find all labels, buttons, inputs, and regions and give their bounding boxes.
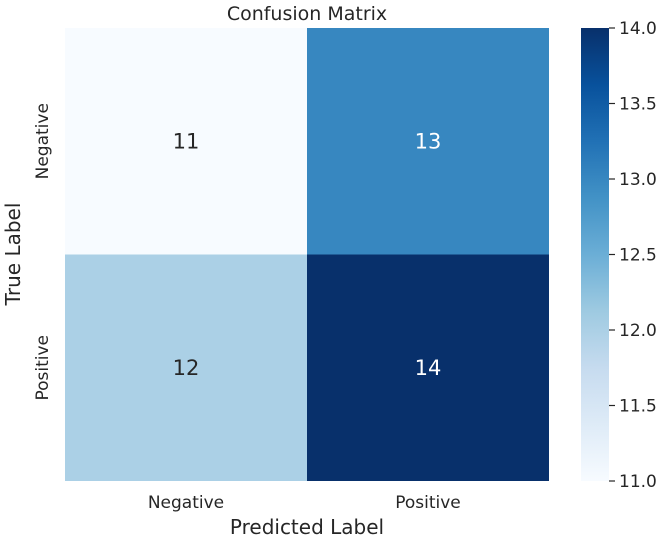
chart-title: Confusion Matrix: [227, 3, 387, 25]
heatmap-cell: [307, 28, 549, 255]
x-axis-label: Predicted Label: [230, 515, 384, 539]
colorbar: [581, 28, 609, 481]
x-axis-ticks: Negative Positive: [148, 493, 461, 513]
colorbar-tick-label: 11.0: [619, 472, 657, 492]
heatmap-cell-labels: 11 13 12 14: [173, 129, 442, 380]
colorbar-tick-label: 12.5: [619, 246, 657, 266]
colorbar-ticks: 11.0 11.5 12.0 12.5 13.0 13.5 14.0: [609, 19, 657, 492]
heatmap-cell: [65, 28, 307, 255]
y-tick-label: Negative: [33, 103, 53, 179]
colorbar-tick-label: 13.0: [619, 170, 657, 190]
y-axis-label: True Label: [1, 203, 25, 307]
x-tick-label: Positive: [395, 493, 461, 513]
heatmap-cell: [65, 254, 307, 481]
heatmap-cell: [307, 254, 549, 481]
y-tick-label: Positive: [33, 335, 53, 401]
colorbar-tick-label: 11.5: [619, 397, 657, 417]
colorbar-tick-label: 14.0: [619, 19, 657, 39]
y-axis-ticks: Negative Positive: [33, 103, 53, 400]
cell-value-label: 12: [173, 356, 200, 380]
cell-value-label: 13: [415, 129, 442, 153]
cell-value-label: 14: [415, 356, 442, 380]
colorbar-tick-label: 12.0: [619, 321, 657, 341]
colorbar-tick-label: 13.5: [619, 95, 657, 115]
heatmap-cells: [65, 28, 549, 481]
x-tick-label: Negative: [148, 493, 224, 513]
cell-value-label: 11: [173, 129, 200, 153]
